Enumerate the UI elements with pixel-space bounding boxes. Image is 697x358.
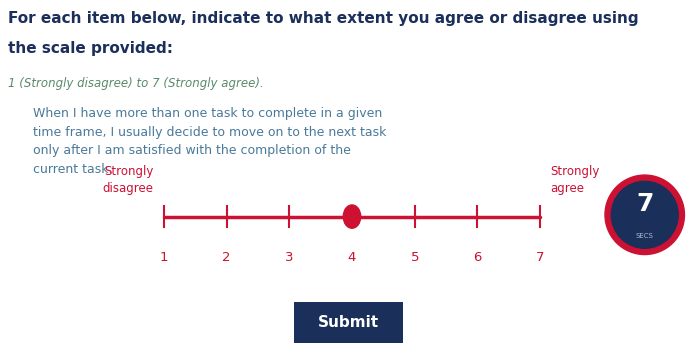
Text: Submit: Submit: [318, 315, 379, 330]
Ellipse shape: [611, 182, 678, 248]
FancyBboxPatch shape: [295, 301, 403, 343]
Text: 1: 1: [160, 251, 168, 263]
Text: 2: 2: [222, 251, 231, 263]
Text: 1 (Strongly disagree) to 7 (Strongly agree).: 1 (Strongly disagree) to 7 (Strongly agr…: [8, 77, 264, 90]
Text: the scale provided:: the scale provided:: [8, 41, 174, 56]
Text: 6: 6: [473, 251, 482, 263]
Ellipse shape: [605, 175, 684, 255]
Ellipse shape: [344, 205, 361, 228]
Text: 7: 7: [536, 251, 544, 263]
Text: Strongly
disagree: Strongly disagree: [102, 165, 153, 195]
Text: SECS: SECS: [636, 233, 654, 239]
Text: Strongly
agree: Strongly agree: [551, 165, 600, 195]
Text: 5: 5: [411, 251, 419, 263]
Text: 3: 3: [285, 251, 293, 263]
Text: For each item below, indicate to what extent you agree or disagree using: For each item below, indicate to what ex…: [8, 11, 639, 26]
Text: 4: 4: [348, 251, 356, 263]
Text: 7: 7: [636, 192, 653, 216]
Text: When I have more than one task to complete in a given
time frame, I usually deci: When I have more than one task to comple…: [33, 107, 387, 176]
